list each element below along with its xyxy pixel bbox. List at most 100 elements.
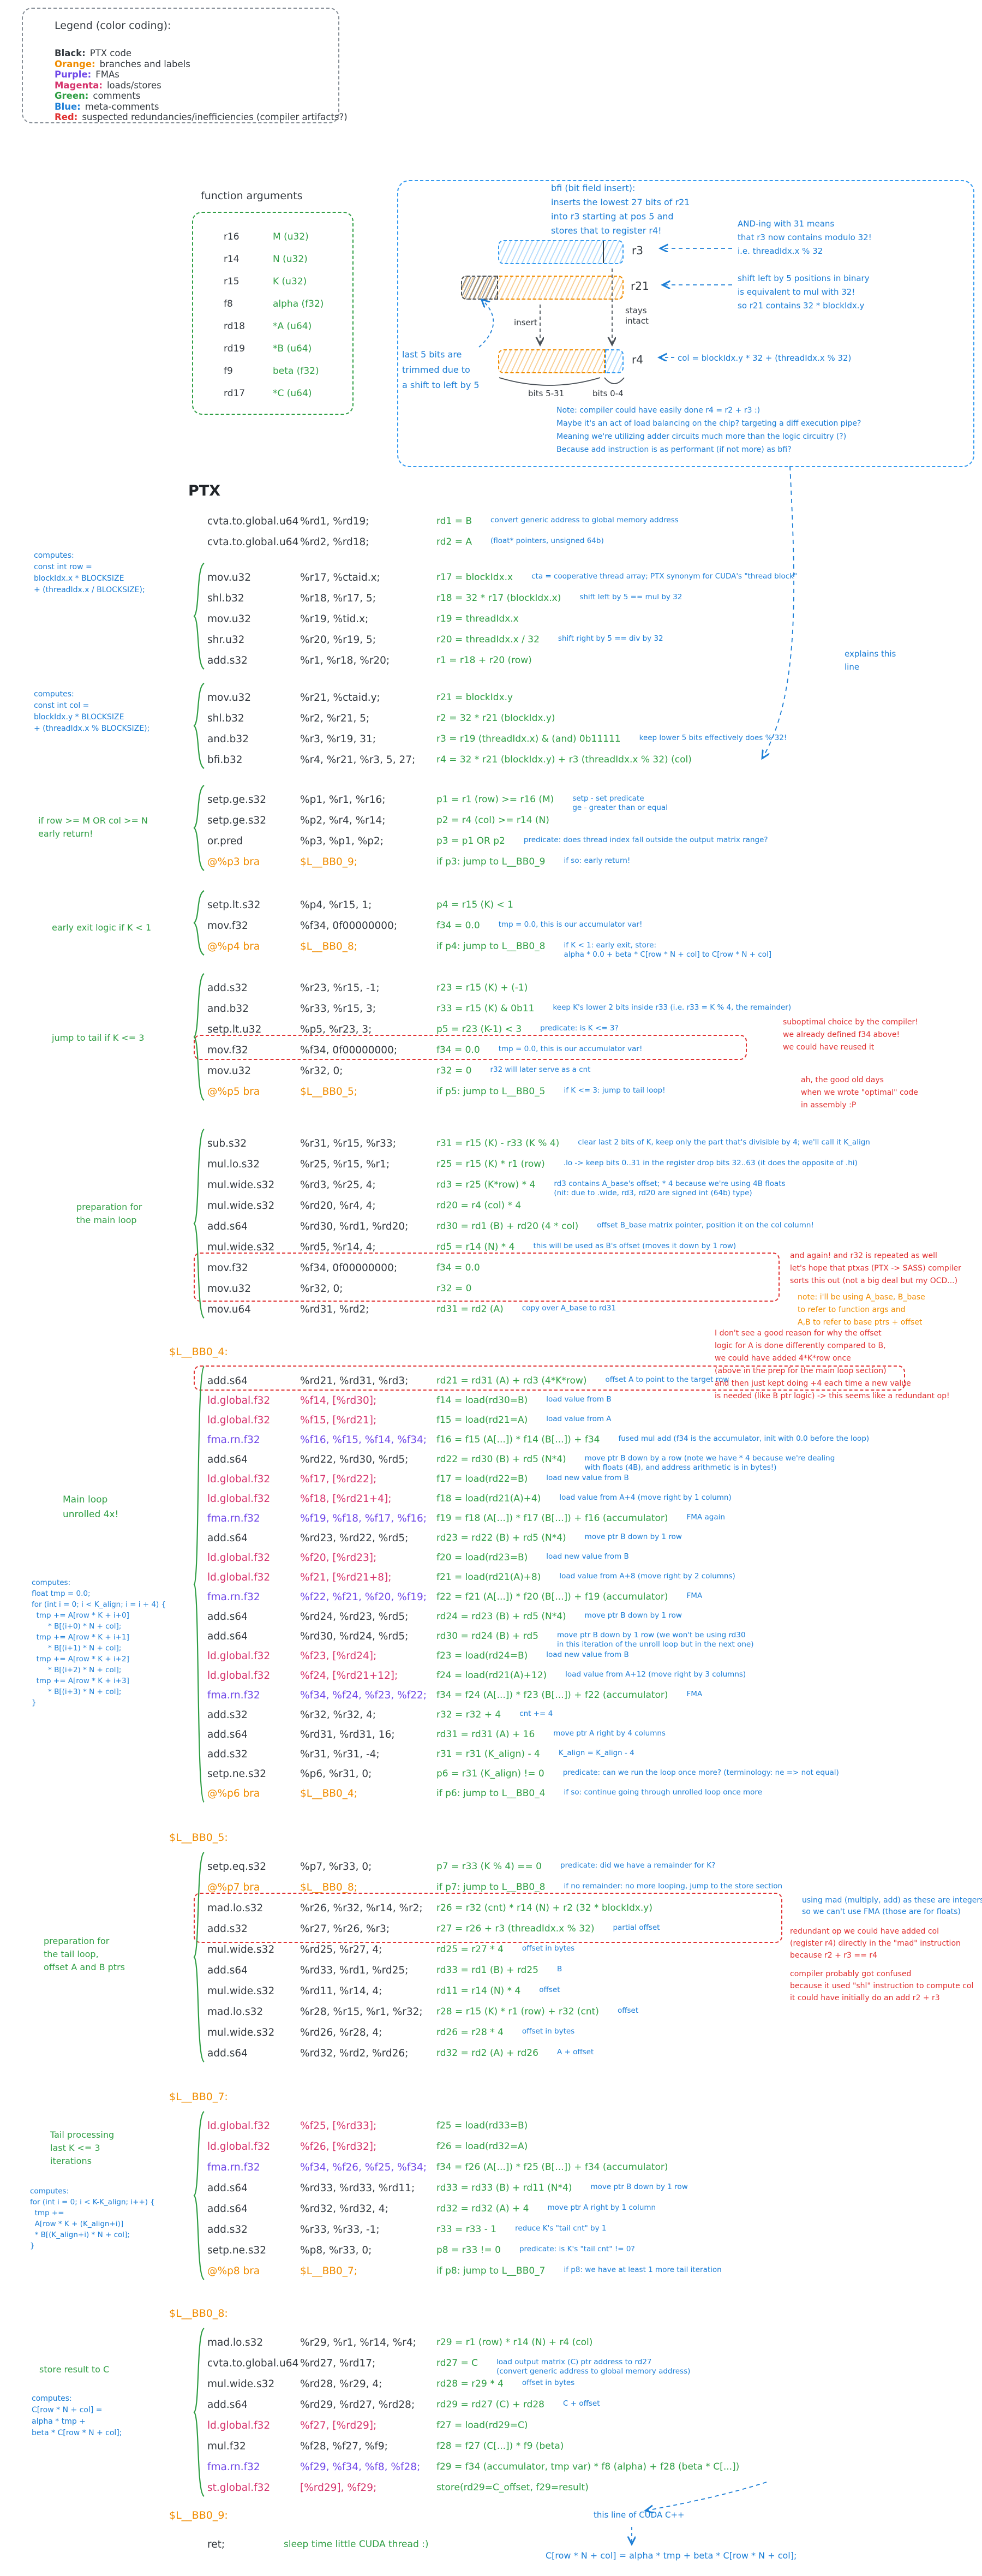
ptx-operands: %rd23, %rd22, %rd5; xyxy=(300,1533,409,1544)
ptx-meta-note: load value from B xyxy=(546,1395,612,1404)
r4-label: r4 xyxy=(632,354,643,366)
ptx-meta-note: shift left by 5 == mul by 32 xyxy=(579,593,682,601)
ptx-instruction: mov.f32 xyxy=(207,1262,248,1274)
ptx-line: fma.rn.f32 %f29, %f34, %f8, %f28; f29 = f3… xyxy=(0,2461,982,2476)
ptx-operands: %r32, %r32, 4; xyxy=(300,1709,376,1721)
r4-note-line: col = blockIdx.y * 32 + (threadIdx.x % 3… xyxy=(678,353,852,363)
ptx-instruction: mov.f32 xyxy=(207,920,248,932)
ptx-instruction: mul.wide.s32 xyxy=(207,2378,275,2390)
ptx-operands: %r18, %r17, 5; xyxy=(300,593,376,604)
arg-register: rd19 xyxy=(224,343,246,354)
ptx-instruction: add.s64 xyxy=(207,1375,248,1387)
ptx-comment: p2 = r4 (col) >= r14 (N) xyxy=(436,815,549,826)
ptx-instruction: add.s64 xyxy=(207,1729,248,1740)
compiler-note-line: Meaning we're utilizing adder circuits m… xyxy=(556,432,847,441)
ptx-meta-note: tmp = 0.0, this is our accumulator var! xyxy=(498,920,643,929)
ptx-comment: rd20 = r4 (col) * 4 xyxy=(436,1200,522,1211)
ptx-instruction: add.s32 xyxy=(207,655,248,666)
legend-color-label: Blue: xyxy=(55,101,81,112)
ptx-instruction: add.s64 xyxy=(207,2203,248,2215)
ptx-meta-note: if so: early return! xyxy=(564,856,631,865)
annotation-10-line: for (int i = 0; i < K-K_align; i++) { xyxy=(30,2198,155,2207)
side-note-0-line: suboptimal choice by the compiler! xyxy=(783,1018,918,1027)
ptx-meta-note: predicate: is K <= 3? xyxy=(540,1024,619,1033)
ptx-operands: %f25, [%rd33]; xyxy=(300,2120,377,2132)
ptx-instruction: mul.wide.s32 xyxy=(207,1200,275,1212)
ptx-operands: %r25, %r15, %r1; xyxy=(300,1159,390,1170)
ptx-line: @%p6 bra $L__BB0_4; if p6: jump to L__BB0_… xyxy=(0,1788,982,1802)
ptx-instruction: setp.ne.s32 xyxy=(207,1768,267,1780)
ptx-line: add.s32 %r31, %r31, -4; r31 = r31 (K_align… xyxy=(0,1749,982,1763)
ptx-line: mul.wide.s32 %rd20, %r4, 4; rd20 = r4 (col… xyxy=(0,1200,982,1214)
ptx-meta-note: fused mul add (f34 is the accumulator, i… xyxy=(618,1434,870,1443)
ptx-instruction: fma.rn.f32 xyxy=(207,1690,260,1701)
ptx-line: ld.global.f32 %f17, [%rd22]; f17 = load(rd… xyxy=(0,1474,982,1488)
ptx-comment: rd2 = A (float* pointers, unsigned 64b) xyxy=(436,536,604,547)
ptx-operands: %f15, [%rd21]; xyxy=(300,1415,377,1426)
annotation-5-line: preparation for xyxy=(76,1202,142,1212)
ptx-comment: f34 = 0.0 tmp = 0.0, this is our accumula… xyxy=(436,1045,643,1056)
legend-color-label: Red: xyxy=(55,112,78,122)
ptx-instruction: mul.wide.s32 xyxy=(207,1242,275,1253)
side-note-3-line: note: i'll be using A_base, B_base xyxy=(798,1293,925,1302)
legend-color-meaning: FMAs xyxy=(95,69,119,80)
annotation-7: computes: float tmp = 0.0; for (int i = 0;… xyxy=(32,1577,166,1708)
ptx-operands: $L__BB0_5; xyxy=(300,1086,357,1098)
ptx-operands: %p8, %r33, 0; xyxy=(300,2245,372,2256)
ptx-instruction: ld.global.f32 xyxy=(207,1670,271,1681)
ptx-operands: %f34, 0f00000000; xyxy=(300,1262,398,1274)
trim-note-line: trimmed due to xyxy=(402,365,470,375)
ptx-instruction: add.s64 xyxy=(207,2048,248,2059)
ptx-line: setp.ne.s32 %p6, %r31, 0; p6 = r31 (K_alig… xyxy=(0,1768,982,1782)
ptx-instruction: cvta.to.global.u64 xyxy=(207,2358,299,2369)
ptx-meta-note: move ptr B down by 1 row xyxy=(584,1611,682,1620)
ptx-instruction: setp.lt.u32 xyxy=(207,1024,262,1035)
bits-hi-label: bits 5-31 xyxy=(528,389,564,398)
side-note-0: suboptimal choice by the compiler! we alr… xyxy=(783,1016,918,1054)
ptx-instruction: setp.ge.s32 xyxy=(207,815,267,826)
ptx-comment: r18 = 32 * r17 (blockIdx.x) shift left by… xyxy=(436,593,682,604)
ptx-operands: $L__BB0_4; xyxy=(300,1788,357,1799)
ptx-meta-note: cnt += 4 xyxy=(519,1709,553,1718)
ptx-instruction: ld.global.f32 xyxy=(207,1395,271,1406)
ptx-operands: %rd29, %rd27, %rd28; xyxy=(300,2399,415,2411)
ptx-operands: %r32, 0; xyxy=(300,1283,343,1295)
ptx-meta-note: shift right by 5 == div by 32 xyxy=(558,634,663,643)
ptx-instruction: mov.u32 xyxy=(207,1065,251,1077)
ptx-instruction: fma.rn.f32 xyxy=(207,1434,260,1446)
ptx-comment: r25 = r15 (K) * r1 (row) .lo -> keep bits… xyxy=(436,1159,858,1170)
ptx-line: mul.f32 %f28, %f27, %f9; f28 = f27 (C[...]… xyxy=(0,2441,982,2455)
ptx-comment: r4 = 32 * r21 (blockIdx.y) + r3 (threadI… xyxy=(436,754,692,765)
annotation-8-line: preparation for xyxy=(44,1936,110,1946)
bfi-description-line: stores that to register r4! xyxy=(551,225,662,236)
ptx-meta-note: B xyxy=(556,1965,562,1973)
ptx-instruction: mov.u64 xyxy=(207,1304,251,1315)
ptx-comment: f15 = load(rd21=A) load value from A xyxy=(436,1415,612,1426)
ptx-instruction: ld.global.f32 xyxy=(207,1474,271,1485)
annotation-5-line: the main loop xyxy=(76,1215,137,1225)
annotation-6-line: unrolled 4x! xyxy=(63,1509,119,1520)
annotation-11-line: store result to C xyxy=(39,2364,110,2375)
ptx-meta-note: predicate: does thread index fall outsid… xyxy=(523,836,768,844)
ptx-comment: rd23 = rd22 (B) + rd5 (N*4) move ptr B do… xyxy=(436,1533,682,1543)
side-note-5-line: using mad (multiply, add) as these are i… xyxy=(802,1896,982,1905)
annotation-7-line: for (int i = 0; i < K_align; i = i + 4) … xyxy=(32,1600,166,1609)
ptx-line: @%p7 bra $L__BB0_8; if p7: jump to L__BB0_… xyxy=(0,1882,982,1896)
annotation-10: computes: for (int i = 0; i < K-K_align; … xyxy=(30,2186,155,2251)
side-note-6-line: redundant op we could have added col xyxy=(790,1927,939,1936)
ptx-line: add.s64 %rd22, %rd30, %rd5; rd22 = rd30 (B… xyxy=(0,1454,982,1472)
ptx-operands: %rd30, %rd24, %rd5; xyxy=(300,1631,409,1642)
ptx-comment: f17 = load(rd22=B) load new value from B xyxy=(436,1474,629,1484)
ptx-operands: %f23, [%rd24]; xyxy=(300,1650,377,1662)
ptx-instruction: mul.wide.s32 xyxy=(207,1179,275,1191)
ptx-operands: %r17, %ctaid.x; xyxy=(300,572,380,583)
ptx-meta-note: (float* pointers, unsigned 64b) xyxy=(490,536,604,545)
ptx-instruction: ld.global.f32 xyxy=(207,2120,271,2132)
ptx-instruction: @%p5 bra xyxy=(207,1086,260,1098)
ptx-operands: $L__BB0_8; xyxy=(300,1882,357,1893)
ptx-line: fma.rn.f32 %f34, %f26, %f25, %f34; f34 = f… xyxy=(0,2162,982,2176)
annotation-2: if row >= M OR col >= N early return! xyxy=(38,814,148,840)
ptx-comment: f16 = f15 (A[...]) * f14 (B[...]) + f34 f… xyxy=(436,1434,870,1445)
ptx-comment: if p6: jump to L__BB0_4 if so: continue g… xyxy=(436,1788,762,1799)
side-note-2-line: let's hope that ptxas (PTX -> SASS) comp… xyxy=(790,1264,961,1273)
